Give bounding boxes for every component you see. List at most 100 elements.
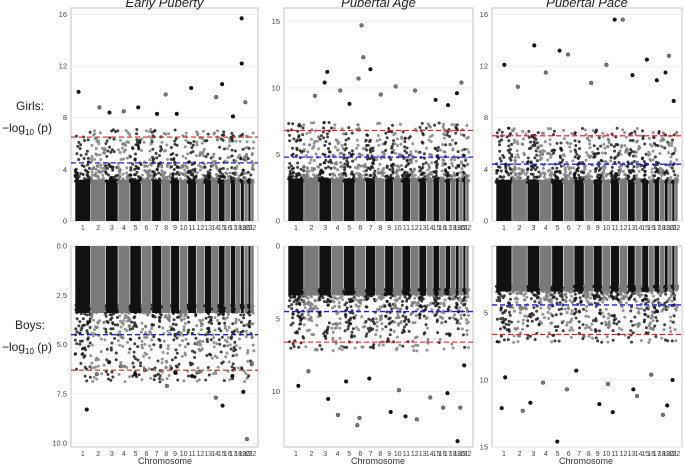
snp-point <box>308 143 312 147</box>
snp-point <box>465 328 469 332</box>
x-tick-label-chr6: 6 <box>567 225 571 232</box>
snp-point <box>338 151 342 155</box>
x-tick-label-chr22: 22 <box>249 451 257 458</box>
snp-point <box>507 180 511 184</box>
snp-point <box>344 174 348 178</box>
snp-point <box>321 126 325 130</box>
snp-point <box>449 309 453 313</box>
chromosome-11-bulk <box>188 246 196 313</box>
chromosome-12-bulk <box>410 246 419 296</box>
snp-point <box>130 320 134 324</box>
snp-point <box>205 303 209 307</box>
snp-point <box>536 131 540 135</box>
snp-point <box>103 167 107 171</box>
chromosome-2-bulk <box>512 179 527 221</box>
snp-point <box>99 337 103 341</box>
snp-point <box>385 299 389 303</box>
y-tick-label: 16 <box>480 10 488 19</box>
snp-point <box>435 162 439 166</box>
snp-point <box>96 175 100 179</box>
snp-point <box>234 180 238 184</box>
chromosome-10-bulk <box>179 179 188 221</box>
snp-point <box>367 290 371 294</box>
chromosome-13-bulk <box>419 178 426 221</box>
snp-point <box>434 169 438 173</box>
snp-point <box>669 160 673 164</box>
snp-point <box>109 346 113 350</box>
snp-point <box>672 169 676 173</box>
snp-point <box>376 167 380 171</box>
snp-point <box>111 168 115 172</box>
snp-point <box>412 349 416 353</box>
x-tick-label-chr2: 2 <box>96 451 100 458</box>
snp-point <box>571 159 575 163</box>
snp-point <box>236 156 240 160</box>
snp-point <box>331 299 335 303</box>
snp-point <box>299 167 303 171</box>
snp-point <box>244 372 248 376</box>
snp-point <box>455 306 459 310</box>
snp-point <box>166 344 170 348</box>
snp-point <box>248 180 252 184</box>
snp-point <box>219 350 223 354</box>
snp-point <box>83 346 87 350</box>
chromosome-4-bulk <box>331 246 344 296</box>
snp-point <box>160 357 164 361</box>
snp-point <box>595 152 599 156</box>
snp-point <box>126 340 130 344</box>
snp-point <box>147 367 151 371</box>
snp-point <box>99 163 103 167</box>
chromosome-21-bulk <box>463 178 466 221</box>
snp-point <box>402 325 406 329</box>
snp-point <box>500 130 504 134</box>
row-label-girls-name: Girls: <box>16 99 44 113</box>
snp-point <box>333 304 337 308</box>
snp-point <box>118 151 122 155</box>
snp-point <box>451 164 455 168</box>
snp-point <box>438 179 442 183</box>
significant-snp-chr16 <box>441 405 446 410</box>
x-tick-label-chr11: 11 <box>611 225 618 232</box>
snp-point <box>673 146 677 150</box>
snp-point <box>332 178 336 182</box>
snp-point <box>435 166 439 170</box>
snp-point <box>252 349 256 353</box>
snp-point <box>421 172 425 176</box>
snp-point <box>171 152 175 156</box>
snp-point <box>456 156 460 160</box>
snp-point <box>499 334 503 338</box>
snp-point <box>208 180 212 184</box>
snp-point <box>368 138 372 142</box>
snp-point <box>602 170 606 174</box>
y-tick-label: 10.0 <box>52 439 67 448</box>
snp-point <box>414 314 418 318</box>
snp-point <box>191 362 195 366</box>
row-label-boys: Boys: −log10 (p) <box>2 318 52 356</box>
snp-point <box>351 327 355 331</box>
snp-point <box>419 304 423 308</box>
snp-point <box>462 133 466 137</box>
chromosome-15-bulk <box>218 179 225 221</box>
significant-snp-chr19 <box>239 16 244 21</box>
significant-snp-chr21 <box>671 98 676 103</box>
snp-point <box>316 165 320 169</box>
snp-point <box>210 304 214 308</box>
snp-point <box>313 348 317 352</box>
snp-point <box>154 151 158 155</box>
snp-point <box>196 171 200 175</box>
snp-point <box>613 149 617 153</box>
snp-point <box>333 145 337 149</box>
snp-point <box>130 309 134 313</box>
snp-point <box>212 340 216 344</box>
chromosome-14-bulk <box>212 246 219 313</box>
snp-point <box>106 149 110 153</box>
snp-point <box>533 179 537 183</box>
snp-point <box>522 153 526 157</box>
snp-point <box>349 172 353 176</box>
snp-point <box>424 161 428 165</box>
snp-point <box>659 139 663 143</box>
snp-point <box>110 310 114 314</box>
snp-point <box>87 344 91 348</box>
snp-point <box>603 165 607 169</box>
snp-point <box>599 158 603 162</box>
